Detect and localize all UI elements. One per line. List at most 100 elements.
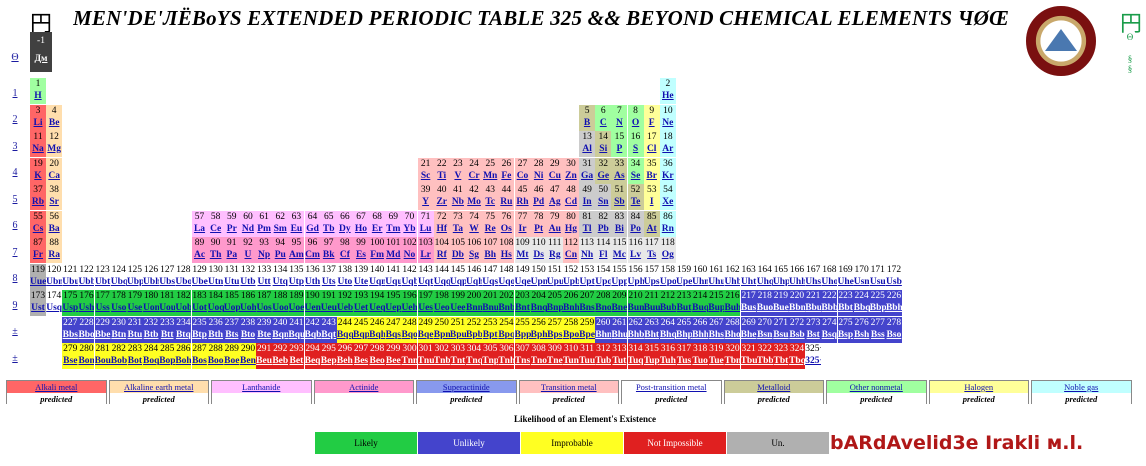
element-symbol[interactable]: Bps <box>547 329 563 340</box>
element-symbol[interactable]: La <box>193 223 206 234</box>
element-symbol[interactable]: Db <box>451 250 464 260</box>
element-cell-49[interactable]: 49 In <box>579 184 596 210</box>
element-symbol[interactable]: Mc <box>612 250 626 260</box>
element-cell-219[interactable]: 219 Bue <box>772 290 789 316</box>
element-cell-290[interactable]: 290 Ben <box>239 343 256 369</box>
element-cell-50[interactable]: 50 Sn <box>595 184 612 210</box>
element-cell-166[interactable]: 166 Uhh <box>789 264 805 290</box>
element-symbol[interactable]: Uet <box>353 303 369 313</box>
legend-item-1[interactable]: Alkaline earth metal predicted <box>108 380 209 405</box>
element-symbol[interactable]: I <box>649 197 654 207</box>
element-symbol[interactable]: Bet <box>289 356 304 366</box>
element-cell-191[interactable]: 191 Ueu <box>320 290 337 316</box>
element-cell-59[interactable]: 59 Pr <box>223 210 240 237</box>
element-symbol[interactable]: Rg <box>548 250 561 260</box>
element-symbol[interactable]: Beo <box>369 356 385 366</box>
element-symbol[interactable]: Bbn <box>789 303 806 313</box>
element-cell-40[interactable]: 40 Zr <box>433 184 450 210</box>
element-cell-228[interactable]: 228 Bbo <box>78 316 95 343</box>
element-cell-33[interactable]: 33 As <box>611 157 628 184</box>
element-cell-91[interactable]: 91 Pa <box>223 237 240 263</box>
element-cell-193[interactable]: 193 Uet <box>353 290 369 316</box>
element-cell-84[interactable]: 84 Po <box>627 210 644 237</box>
element-cell-252[interactable]: 252 Bpb <box>466 316 483 343</box>
element-symbol[interactable]: Utt <box>257 276 271 287</box>
element-symbol[interactable]: Btu <box>127 329 143 340</box>
element-cell-188[interactable]: 188 Uoo <box>272 290 289 316</box>
element-cell-322[interactable]: 322 Tbb <box>756 343 773 369</box>
element-cell-143[interactable]: 143 Uqt <box>418 264 434 290</box>
element-symbol[interactable]: Usp <box>62 303 79 313</box>
element-symbol[interactable]: Pa <box>226 250 238 260</box>
element-symbol[interactable]: Btn <box>111 329 127 340</box>
element-symbol[interactable]: Bhn <box>595 329 612 340</box>
element-symbol[interactable]: Дм <box>34 54 48 64</box>
element-cell-190[interactable]: 190 Uen <box>304 290 321 316</box>
element-cell-17[interactable]: 17 Cl <box>643 131 660 157</box>
element-symbol[interactable]: Utq <box>272 276 288 287</box>
element-symbol[interactable]: Bhh <box>692 329 709 340</box>
element-symbol[interactable]: Ues <box>418 303 433 313</box>
element-cell-118[interactable]: 118 Og <box>659 237 676 263</box>
element-cell-232[interactable]: 232 Btb <box>143 316 160 343</box>
row-label-4[interactable]: 4 <box>12 167 18 178</box>
element-symbol[interactable]: Zr <box>436 197 448 207</box>
element-cell-216[interactable]: 216 Buh <box>724 290 741 316</box>
element-cell-309[interactable]: 309 Tne <box>546 343 563 369</box>
element-cell-123[interactable]: 123 Ubt <box>95 264 111 290</box>
element-cell-169[interactable]: 169 Uhe <box>838 264 854 290</box>
element-cell-124[interactable]: 124 Ubq <box>111 264 127 290</box>
element-symbol[interactable]: Upe <box>676 276 692 287</box>
element-symbol[interactable]: Bns <box>579 303 595 313</box>
element-symbol[interactable]: Rn <box>661 223 674 234</box>
element-symbol[interactable]: Bot <box>127 356 143 366</box>
element-cell-249[interactable]: 249 Bqe <box>417 316 434 343</box>
element-symbol[interactable]: Co <box>516 170 529 181</box>
legend-label[interactable]: Lanthanide <box>242 382 281 392</box>
element-symbol[interactable]: Uop <box>223 303 240 313</box>
element-symbol[interactable]: N <box>615 117 623 128</box>
element-symbol[interactable]: Nb <box>451 197 464 207</box>
element-symbol[interactable]: Ubp <box>126 276 143 287</box>
element-cell-139[interactable]: 139 Ute <box>353 264 369 290</box>
element-cell-39[interactable]: 39 Y <box>417 184 434 210</box>
element-symbol[interactable]: Uos <box>256 303 272 313</box>
element-cell-205[interactable]: 205 Bnp <box>546 290 563 316</box>
element-cell-323[interactable]: 323 Tbt <box>772 343 789 369</box>
legend-item-6[interactable]: Post-transition metal predicted <box>621 380 722 405</box>
element-symbol[interactable]: Au <box>548 223 561 234</box>
element-cell-44[interactable]: 44 Ru <box>498 184 515 210</box>
element-symbol[interactable]: Uue <box>30 276 46 287</box>
element-symbol[interactable]: Ga <box>581 170 594 181</box>
row-label-5[interactable]: 5 <box>12 194 18 205</box>
element-cell-202[interactable]: 202 Bnb <box>498 290 515 316</box>
element-symbol[interactable]: Bsp <box>837 329 854 340</box>
element-symbol[interactable]: Bth <box>208 329 224 340</box>
element-symbol[interactable]: Ute <box>353 276 369 287</box>
element-symbol[interactable]: Bbe <box>94 329 111 340</box>
element-cell-221[interactable]: 221 Bbu <box>805 290 822 316</box>
element-cell-74[interactable]: 74 W <box>466 210 483 237</box>
element-symbol[interactable]: Pt <box>534 223 544 234</box>
element-symbol[interactable]: Kr <box>662 170 674 181</box>
element-cell-173[interactable]: 173 Ust <box>30 290 46 316</box>
element-symbol[interactable]: Bbh <box>885 303 902 313</box>
element-symbol[interactable]: Mn <box>483 170 498 181</box>
element-symbol[interactable]: Tus <box>676 356 692 366</box>
element-symbol[interactable]: Bep <box>320 356 337 366</box>
element-cell-240[interactable]: 240 Bqn <box>272 316 289 343</box>
element-cell-64[interactable]: 64 Gd <box>304 210 321 237</box>
element-cell-133[interactable]: 133 Utt <box>256 264 272 290</box>
element-cell-18[interactable]: 18 Ar <box>659 131 676 157</box>
element-symbol[interactable]: Bop <box>159 356 176 366</box>
element-symbol[interactable]: Sn <box>597 197 609 207</box>
element-symbol[interactable]: Er <box>371 223 383 234</box>
element-cell-136[interactable]: 136 Uth <box>305 264 321 290</box>
element-symbol[interactable]: Am <box>289 250 304 260</box>
element-symbol[interactable]: Bpp <box>514 329 531 340</box>
element-symbol[interactable]: Ubq <box>110 276 127 287</box>
element-cell-254[interactable]: 254 Bpq <box>498 316 515 343</box>
element-symbol[interactable]: Bnn <box>466 303 483 313</box>
element-cell-285[interactable]: 285 Bop <box>159 343 176 369</box>
element-symbol[interactable]: Bqh <box>369 329 386 340</box>
